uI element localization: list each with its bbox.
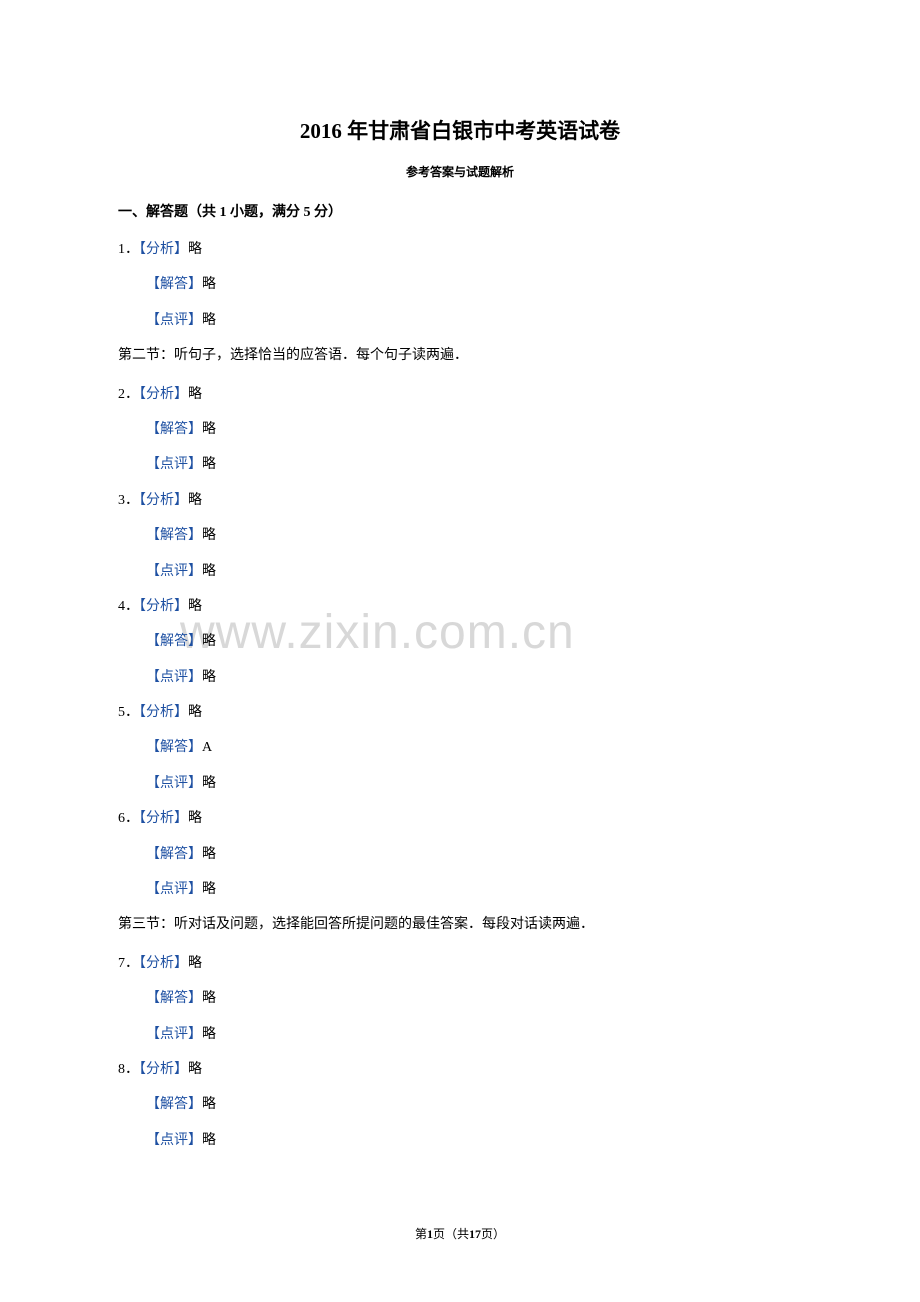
comment-label: 【点评】 (146, 1027, 202, 1042)
question-1: 1．【分析】略 【解答】略 【点评】略 (118, 239, 802, 332)
question-number: 6． (118, 811, 139, 826)
question-number: 2． (118, 387, 139, 402)
question-6: 6．【分析】略 【解答】略 【点评】略 (118, 808, 802, 901)
analysis-label: 【分析】 (139, 705, 188, 720)
answer-label: 【解答】 (146, 528, 202, 543)
comment-text: 略 (202, 1133, 216, 1148)
comment-label: 【点评】 (146, 564, 202, 579)
comment-label: 【点评】 (146, 1133, 202, 1148)
answer-label: 【解答】 (146, 1097, 202, 1112)
question-3: 3．【分析】略 【解答】略 【点评】略 (118, 490, 802, 583)
analysis-label: 【分析】 (139, 242, 188, 257)
comment-label: 【点评】 (146, 313, 202, 328)
answer-label: 【解答】 (146, 847, 202, 862)
comment-text: 略 (202, 457, 216, 472)
question-number: 1． (118, 242, 139, 257)
analysis-text: 略 (188, 242, 202, 257)
analysis-label: 【分析】 (139, 493, 188, 508)
question-8: 8．【分析】略 【解答】略 【点评】略 (118, 1059, 802, 1152)
question-number: 4． (118, 599, 139, 614)
section-1-header: 一、解答题（共 1 小题，满分 5 分） (118, 202, 802, 223)
analysis-text: 略 (188, 599, 202, 614)
document-subtitle: 参考答案与试题解析 (118, 163, 802, 180)
analysis-text: 略 (188, 387, 202, 402)
question-number: 7． (118, 956, 139, 971)
footer-prefix: 第 (415, 1227, 427, 1241)
analysis-text: 略 (188, 1062, 202, 1077)
question-number: 3． (118, 493, 139, 508)
comment-label: 【点评】 (146, 776, 202, 791)
answer-text: A (202, 740, 212, 755)
comment-text: 略 (202, 564, 216, 579)
comment-label: 【点评】 (146, 882, 202, 897)
question-7: 7．【分析】略 【解答】略 【点评】略 (118, 953, 802, 1046)
analysis-label: 【分析】 (139, 956, 188, 971)
comment-label: 【点评】 (146, 670, 202, 685)
footer-middle: 页（共 (433, 1227, 469, 1241)
page-footer: 第1页（共17页） (0, 1225, 920, 1242)
answer-label: 【解答】 (146, 740, 202, 755)
analysis-label: 【分析】 (139, 1062, 188, 1077)
answer-text: 略 (202, 277, 216, 292)
document-title: 2016 年甘肃省白银市中考英语试卷 (118, 115, 802, 145)
answer-label: 【解答】 (146, 991, 202, 1006)
analysis-text: 略 (188, 493, 202, 508)
section-3-header: 第三节：听对话及问题，选择能回答所提问题的最佳答案．每段对话读两遍． (118, 914, 802, 936)
answer-text: 略 (202, 991, 216, 1006)
answer-text: 略 (202, 847, 216, 862)
analysis-label: 【分析】 (139, 599, 188, 614)
comment-text: 略 (202, 1027, 216, 1042)
question-5: 5．【分析】略 【解答】A 【点评】略 (118, 702, 802, 795)
question-number: 5． (118, 705, 139, 720)
analysis-text: 略 (188, 811, 202, 826)
question-2: 2．【分析】略 【解答】略 【点评】略 (118, 384, 802, 477)
comment-text: 略 (202, 776, 216, 791)
answer-text: 略 (202, 1097, 216, 1112)
comment-label: 【点评】 (146, 457, 202, 472)
analysis-label: 【分析】 (139, 387, 188, 402)
analysis-label: 【分析】 (139, 811, 188, 826)
answer-label: 【解答】 (146, 634, 202, 649)
analysis-text: 略 (188, 705, 202, 720)
analysis-text: 略 (188, 956, 202, 971)
section-2-header: 第二节：听句子，选择恰当的应答语．每个句子读两遍． (118, 345, 802, 367)
answer-text: 略 (202, 528, 216, 543)
comment-text: 略 (202, 882, 216, 897)
footer-suffix: 页） (481, 1227, 505, 1241)
page-content: 2016 年甘肃省白银市中考英语试卷 参考答案与试题解析 一、解答题（共 1 小… (0, 0, 920, 1205)
answer-text: 略 (202, 634, 216, 649)
comment-text: 略 (202, 670, 216, 685)
comment-text: 略 (202, 313, 216, 328)
footer-total-pages: 17 (469, 1227, 481, 1241)
answer-text: 略 (202, 422, 216, 437)
question-4: 4．【分析】略 【解答】略 【点评】略 (118, 596, 802, 689)
answer-label: 【解答】 (146, 277, 202, 292)
answer-label: 【解答】 (146, 422, 202, 437)
question-number: 8． (118, 1062, 139, 1077)
